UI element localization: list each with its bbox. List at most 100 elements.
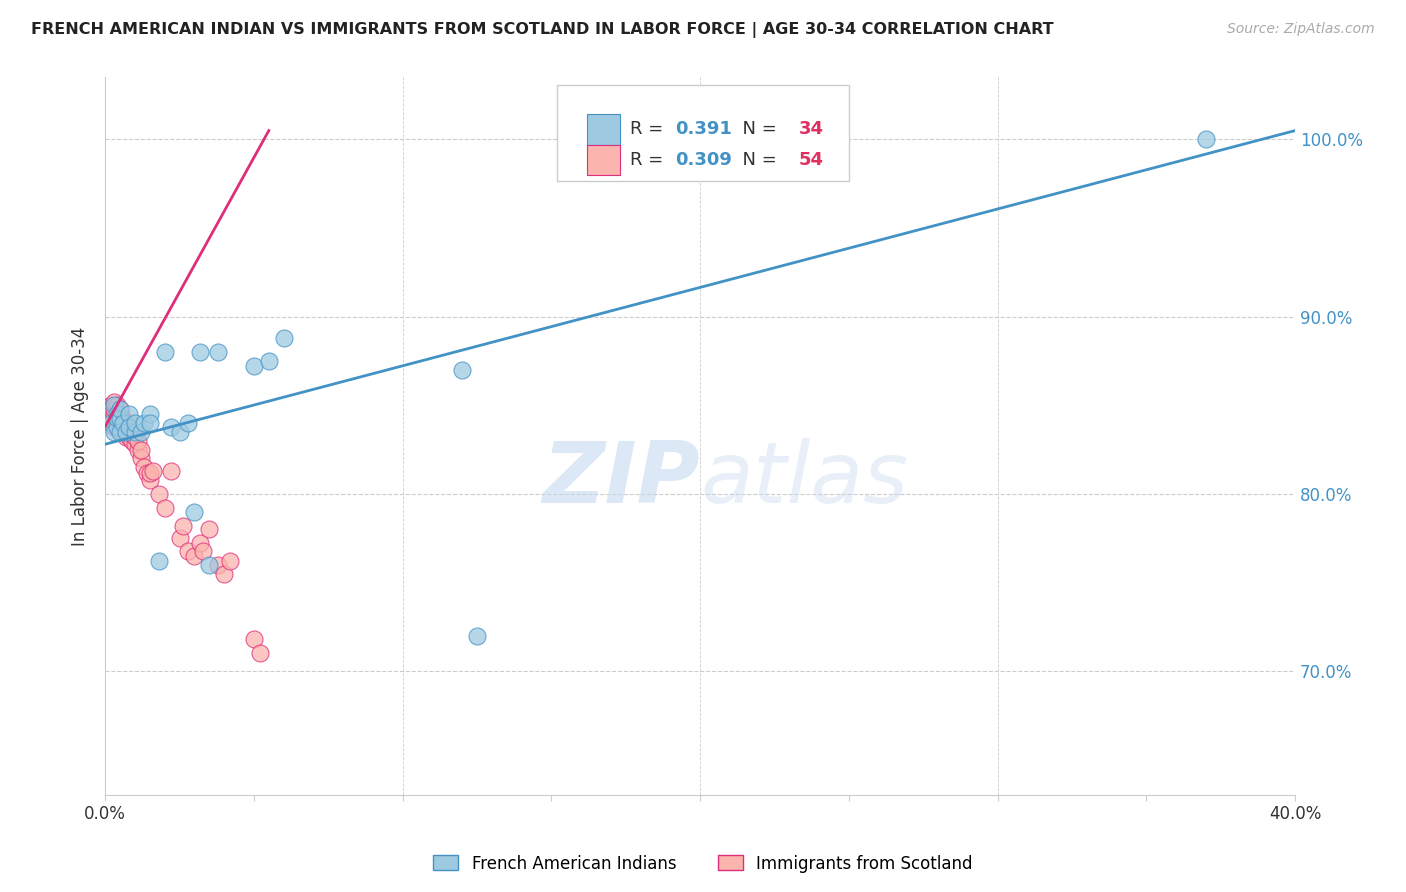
Point [108, 416, 131, 430]
Point [105, 412, 128, 426]
Point [139, 416, 162, 430]
Point [172, 518, 194, 533]
Point [108, 401, 131, 416]
Text: Source: ZipAtlas.com: Source: ZipAtlas.com [1227, 22, 1375, 37]
FancyBboxPatch shape [588, 114, 620, 145]
Point [108, 425, 131, 439]
Point [108, 401, 131, 416]
Point [257, 354, 280, 368]
Point [103, 398, 125, 412]
Point [207, 558, 229, 572]
Point [124, 416, 146, 430]
Point [139, 466, 162, 480]
Point [148, 554, 170, 568]
Point [115, 416, 138, 430]
Point [139, 407, 162, 421]
Point [112, 425, 135, 439]
Point [273, 331, 295, 345]
Point [207, 345, 229, 359]
Point [108, 407, 131, 421]
Point [198, 558, 221, 572]
Point [118, 407, 141, 421]
Point [100, 401, 122, 416]
Point [148, 487, 170, 501]
Point [118, 419, 141, 434]
Point [103, 416, 125, 430]
Point [105, 419, 128, 434]
Text: N =: N = [731, 120, 783, 138]
Point [103, 419, 125, 434]
Point [112, 412, 135, 426]
Point [100, 407, 122, 421]
Point [142, 464, 165, 478]
Point [105, 407, 128, 421]
Point [105, 416, 128, 430]
Point [169, 531, 191, 545]
Text: 0.391: 0.391 [675, 120, 733, 138]
Point [451, 363, 474, 377]
Point [243, 359, 266, 374]
Point [100, 416, 122, 430]
Point [127, 442, 149, 457]
Point [103, 401, 125, 416]
Point [243, 632, 266, 647]
Point [190, 536, 212, 550]
Point [115, 423, 138, 437]
Point [118, 419, 141, 434]
Point [118, 430, 141, 444]
Point [121, 434, 143, 448]
Point [124, 425, 146, 439]
Point [1195, 132, 1218, 146]
Point [132, 460, 155, 475]
Point [153, 345, 176, 359]
Point [108, 412, 131, 426]
Point [103, 407, 125, 421]
Point [124, 430, 146, 444]
Point [198, 522, 221, 536]
Point [249, 646, 271, 660]
Point [159, 464, 181, 478]
Point [118, 423, 141, 437]
Point [465, 629, 488, 643]
Point [100, 412, 122, 426]
Text: R =: R = [630, 120, 669, 138]
Point [183, 549, 205, 563]
Legend: French American Indians, Immigrants from Scotland: French American Indians, Immigrants from… [426, 848, 980, 880]
Point [103, 394, 125, 409]
Point [115, 425, 138, 439]
Point [177, 543, 200, 558]
Point [105, 398, 128, 412]
Point [115, 430, 138, 444]
Text: FRENCH AMERICAN INDIAN VS IMMIGRANTS FROM SCOTLAND IN LABOR FORCE | AGE 30-34 CO: FRENCH AMERICAN INDIAN VS IMMIGRANTS FRO… [31, 22, 1053, 38]
Point [121, 426, 143, 441]
Point [105, 410, 128, 425]
Point [169, 425, 191, 439]
Text: R =: R = [630, 151, 669, 169]
Point [105, 401, 128, 416]
Text: 34: 34 [799, 120, 824, 138]
Text: 0.309: 0.309 [675, 151, 733, 169]
Point [159, 419, 181, 434]
Point [177, 416, 200, 430]
Y-axis label: In Labor Force | Age 30-34: In Labor Force | Age 30-34 [72, 326, 89, 546]
Point [153, 501, 176, 516]
Point [135, 466, 157, 480]
Point [219, 554, 242, 568]
Point [127, 434, 149, 448]
Point [112, 416, 135, 430]
Point [103, 425, 125, 439]
Point [183, 504, 205, 518]
Point [212, 566, 235, 581]
Text: ZIP: ZIP [543, 438, 700, 521]
Point [129, 451, 152, 466]
Text: N =: N = [731, 151, 783, 169]
Point [112, 419, 135, 434]
FancyBboxPatch shape [557, 85, 849, 181]
Point [105, 410, 128, 425]
Point [129, 425, 152, 439]
FancyBboxPatch shape [588, 145, 620, 175]
Text: atlas: atlas [700, 438, 908, 521]
Point [139, 473, 162, 487]
Point [124, 437, 146, 451]
Point [129, 442, 152, 457]
